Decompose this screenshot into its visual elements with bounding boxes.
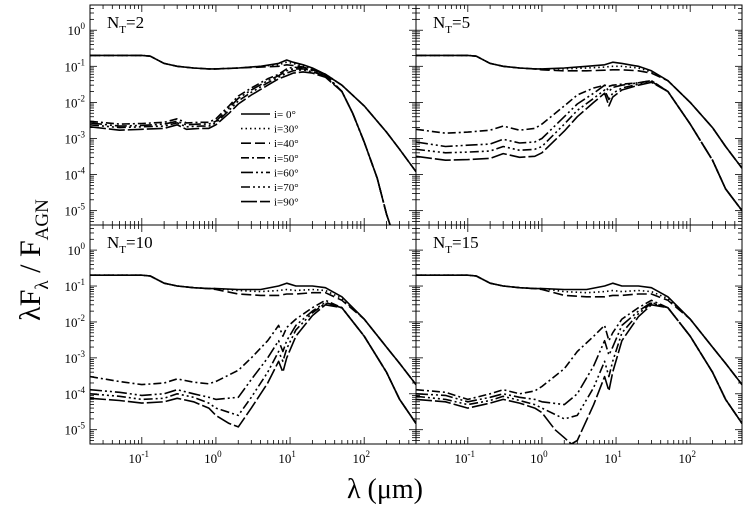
series-line-6 bbox=[416, 302, 742, 424]
y-tick-label: 10-4 bbox=[65, 385, 86, 402]
y-title-sub-agn: AGN bbox=[32, 199, 53, 240]
legend: i= 0° i=30° i=40° i=50° i=60° i=70° i=90° bbox=[241, 109, 299, 209]
y-tick-label: 10-2 bbox=[65, 313, 86, 330]
y-tick-label: 10-1 bbox=[65, 57, 86, 74]
series-line-4 bbox=[416, 299, 742, 424]
series-line-4 bbox=[90, 66, 391, 225]
y-tick-label: 10-4 bbox=[65, 166, 86, 183]
series-line-1 bbox=[416, 274, 742, 386]
series-line-3 bbox=[416, 54, 742, 169]
panel-3: 100 10-1 10-2 10-3 10-4 10-5 10-1 100 101 102 NT=1… bbox=[65, 224, 417, 466]
series-line-6 bbox=[90, 69, 391, 225]
legend-label-7: i=90° bbox=[274, 197, 299, 209]
x-tick-label: 100 bbox=[530, 449, 548, 466]
panel-curves bbox=[416, 274, 742, 444]
series-line-5 bbox=[416, 301, 742, 424]
series-line-3 bbox=[90, 54, 416, 173]
panel-curves bbox=[90, 274, 416, 428]
series-line-6 bbox=[416, 80, 742, 212]
series-line-3 bbox=[416, 274, 742, 386]
panel-label: NT=15 bbox=[433, 233, 479, 256]
y-tick-label: 10-1 bbox=[65, 277, 86, 294]
series-line-2 bbox=[416, 54, 742, 169]
y-tick-label: 100 bbox=[68, 21, 86, 38]
series-line-2 bbox=[90, 54, 416, 173]
y-tick-label: 100 bbox=[68, 241, 86, 258]
x-tick-label: 100 bbox=[204, 449, 222, 466]
x-tick-label: 101 bbox=[604, 449, 622, 466]
legend-label-5: i=60° bbox=[274, 167, 299, 179]
legend-label-2: i=30° bbox=[274, 124, 299, 136]
y-tick-label: 10-2 bbox=[65, 93, 86, 110]
panel-1: 100 10-1 10-2 10-3 10-4 10-5 NT=2 bbox=[65, 4, 417, 226]
series-line-7 bbox=[416, 304, 742, 444]
panel-label: NT=2 bbox=[107, 13, 144, 36]
panel-2: NT=5 bbox=[415, 4, 743, 226]
panel-frame bbox=[415, 224, 743, 445]
y-tick-label: 10-5 bbox=[65, 421, 86, 438]
legend-label-6: i=70° bbox=[274, 182, 299, 194]
series-line-2 bbox=[90, 274, 416, 386]
panel-curves bbox=[416, 54, 742, 212]
series-line-7 bbox=[416, 81, 742, 212]
series-line-7 bbox=[90, 71, 391, 225]
y-tick-label: 10-5 bbox=[65, 202, 86, 219]
x-tick-label: 101 bbox=[278, 449, 296, 466]
series-line-3 bbox=[90, 274, 416, 386]
x-tick-label: 102 bbox=[352, 449, 370, 466]
series-line-4 bbox=[90, 299, 416, 424]
y-title-slash: / F bbox=[14, 240, 47, 280]
series-line-1 bbox=[416, 54, 742, 169]
series-line-1 bbox=[90, 274, 416, 386]
svg-text:λFλ / FAGN: λFλ / FAGN bbox=[14, 199, 53, 321]
panel-frame bbox=[89, 224, 417, 445]
legend-label-4: i=50° bbox=[274, 153, 299, 165]
panel-4: 10-1 100 101 102 NT=15 bbox=[415, 224, 743, 466]
legend-label-1: i= 0° bbox=[274, 109, 296, 121]
series-line-7 bbox=[90, 304, 416, 428]
panel-curves bbox=[90, 54, 416, 225]
y-tick-label: 10-3 bbox=[65, 129, 86, 146]
series-line-4 bbox=[416, 79, 742, 212]
x-tick-label: 10-1 bbox=[455, 449, 476, 466]
series-line-5 bbox=[416, 79, 742, 212]
y-title-lambda: λF bbox=[14, 290, 47, 321]
series-line-2 bbox=[416, 274, 742, 386]
x-tick-label: 10-1 bbox=[129, 449, 150, 466]
panel-label: NT=10 bbox=[107, 233, 153, 256]
series-line-6 bbox=[90, 302, 416, 424]
y-tick-label: 10-3 bbox=[65, 349, 86, 366]
y-title-sub-lambda: λ bbox=[32, 280, 53, 290]
x-tick-label: 102 bbox=[678, 449, 696, 466]
y-axis-title: λFλ / FAGN bbox=[14, 199, 53, 321]
legend-label-3: i=40° bbox=[274, 138, 299, 150]
x-axis-title: λ (μm) bbox=[347, 474, 423, 505]
panel-label: NT=5 bbox=[433, 13, 470, 36]
panel-frame bbox=[89, 4, 417, 226]
